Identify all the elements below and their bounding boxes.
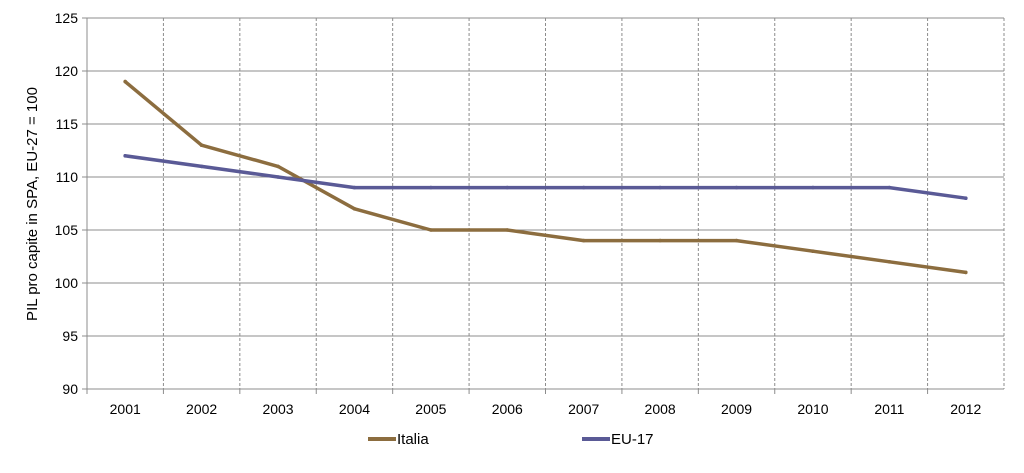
series-line-eu-17	[123, 154, 968, 200]
data-point	[811, 249, 815, 253]
data-point	[581, 185, 586, 190]
data-point	[963, 196, 968, 200]
data-point	[199, 164, 204, 169]
data-point	[734, 238, 739, 243]
data-point	[276, 164, 280, 169]
legend-label: Italia	[397, 431, 429, 448]
legend-label: EU-17	[611, 431, 654, 448]
data-point	[276, 175, 280, 179]
y-tick-label: 115	[56, 116, 79, 132]
x-tick-label: 2010	[797, 401, 828, 417]
y-tick-label: 120	[55, 63, 79, 79]
data-point	[123, 154, 128, 158]
y-tick-label: 105	[55, 222, 79, 238]
data-point	[352, 207, 357, 211]
y-tick-label: 100	[55, 275, 79, 291]
series-lines	[123, 79, 968, 275]
x-tick-label: 2004	[339, 401, 370, 417]
x-tick-label: 2003	[262, 401, 293, 417]
data-point	[887, 260, 892, 264]
data-point	[505, 228, 510, 232]
x-tick-label: 2011	[874, 401, 904, 417]
data-point	[352, 185, 357, 190]
data-point	[429, 228, 433, 232]
y-tick-label: 125	[55, 10, 79, 26]
data-point	[734, 185, 739, 190]
data-point	[581, 238, 586, 243]
y-axis-title: PIL pro capite in SPA, EU-27 = 100	[24, 87, 41, 321]
x-tick-label: 2007	[568, 401, 599, 417]
x-axis-ticks: 2001 2002 2003 2004 2005 2006 2007 2008 2009 2010…	[86, 389, 982, 417]
y-tick-label: 110	[56, 169, 79, 185]
x-tick-label: 2001	[110, 401, 141, 417]
y-axis-ticks: 90 95 100 105 110 115 120 125	[55, 10, 87, 397]
data-point	[199, 143, 204, 147]
x-tick-label: 2006	[492, 401, 523, 417]
data-point	[658, 238, 662, 243]
data-point	[505, 185, 510, 190]
y-tick-label: 90	[62, 381, 78, 397]
x-tick-label: 2008	[645, 401, 676, 417]
data-point	[429, 185, 433, 190]
x-tick-label: 2012	[950, 401, 981, 417]
x-tick-label: 2005	[415, 401, 446, 417]
data-point	[887, 185, 892, 190]
vertical-gridlines	[162, 18, 1005, 389]
data-point	[123, 79, 128, 84]
legend: Italia EU-17	[368, 431, 654, 448]
data-point	[963, 270, 968, 275]
data-point	[811, 185, 815, 190]
data-point	[658, 185, 662, 190]
x-tick-label: 2002	[186, 401, 217, 417]
series-line-italia	[123, 79, 968, 275]
y-tick-label: 95	[62, 328, 78, 344]
x-tick-label: 2009	[721, 401, 752, 417]
